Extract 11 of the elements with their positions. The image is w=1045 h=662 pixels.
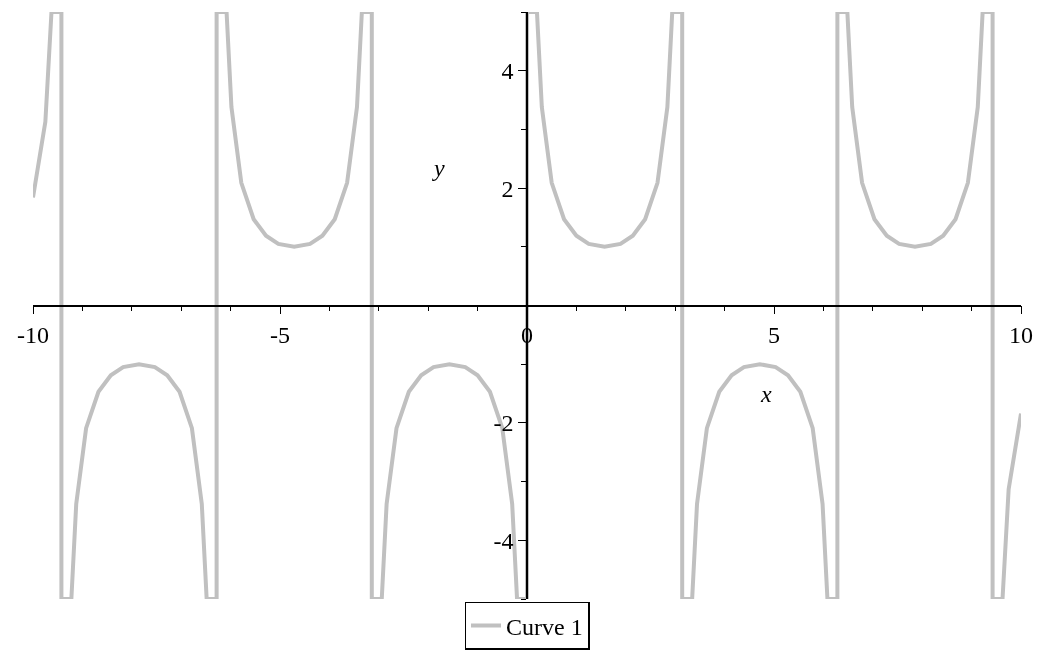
x-tick-label: 5 [768,322,780,349]
y-tick-label: 4 [501,58,514,85]
legend-label: Curve 1 [506,613,583,640]
y-tick-label: 2 [501,175,514,202]
x-axis-title: x [760,381,772,407]
x-tick-label: -5 [270,322,290,349]
x-tick-label: -10 [17,322,49,349]
y-axis-title: y [432,155,445,181]
y-tick-label: -2 [493,410,514,437]
y-tick-label: -4 [493,527,514,554]
x-tick-label: 10 [1009,322,1033,349]
